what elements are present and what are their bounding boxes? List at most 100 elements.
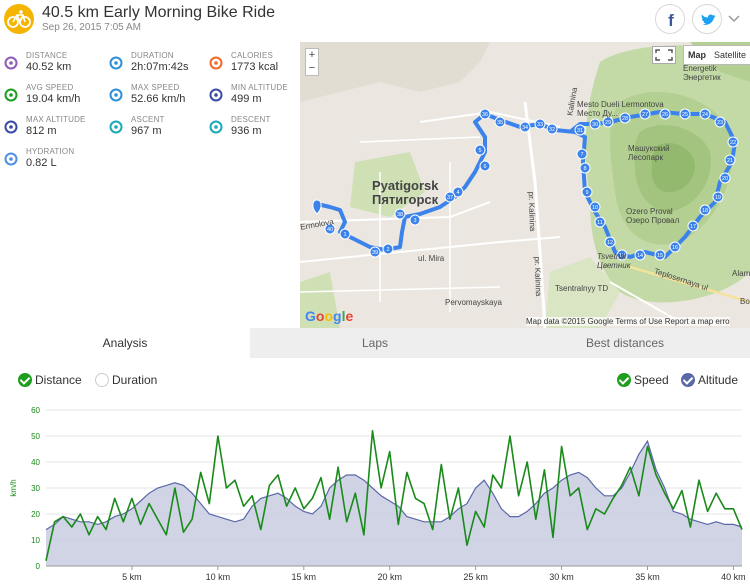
- descent-icon: [209, 120, 223, 134]
- stat-label: CALORIES: [231, 51, 274, 60]
- map-attribution[interactable]: Map data ©2015 Google Terms of Use Repor…: [526, 317, 730, 326]
- speed-altitude-chart[interactable]: 60 50 40 30 20 10 0 km/h 5 km 10 km 15 km 20 km 25 k…: [0, 398, 750, 586]
- water-drops-icon: [4, 152, 18, 166]
- city-name-en: Pyatigorsk: [372, 178, 439, 193]
- map-label-tsvetnik: Tsvetnik Цветник: [597, 252, 631, 270]
- route-waypoint-label: 33: [537, 122, 543, 128]
- x-tick-label: 25 km: [463, 572, 488, 582]
- route-waypoint-marker[interactable]: [382, 243, 394, 255]
- distance-toggle[interactable]: Distance: [18, 372, 82, 388]
- speed-line: [45, 430, 743, 561]
- route-waypoint-label: 1: [343, 232, 346, 238]
- route-waypoint-label: 39: [372, 250, 378, 256]
- stat-value: 2h:07m:42s: [131, 61, 189, 73]
- tab-analysis[interactable]: Analysis: [0, 328, 250, 358]
- route-waypoint-label: 18: [702, 208, 708, 214]
- route-waypoint-marker[interactable]: [639, 108, 651, 120]
- y-tick-label: 0: [36, 562, 41, 571]
- route-waypoint-marker[interactable]: [589, 118, 601, 130]
- route-waypoint-marker[interactable]: [724, 154, 736, 166]
- route-waypoint-marker[interactable]: [324, 223, 336, 235]
- route-waypoint-marker[interactable]: [574, 124, 586, 136]
- route-waypoint-label: 36: [482, 112, 488, 118]
- route-map[interactable]: 1 2 3 4 5 6 7 8 9 10 11 12 13 14 15 16 17 18 19 20 21 22 23 24 2…: [300, 42, 750, 328]
- stat-value: 936 m: [231, 125, 262, 137]
- route-waypoint-marker[interactable]: [546, 123, 558, 135]
- stat-value: 967 m: [131, 125, 162, 137]
- altitude-line: [45, 439, 743, 531]
- route-waypoint-label: 8: [583, 166, 586, 172]
- route-waypoint-label: 28: [622, 116, 628, 122]
- zoom-in-button[interactable]: +: [308, 49, 316, 61]
- route-waypoint-marker[interactable]: [444, 191, 456, 203]
- route-waypoint-marker[interactable]: [604, 236, 616, 248]
- route-waypoint-marker[interactable]: [589, 201, 601, 213]
- route-waypoint-marker[interactable]: [494, 116, 506, 128]
- speedometer-icon: [4, 88, 18, 102]
- route-waypoint-marker[interactable]: [659, 108, 671, 120]
- speed-toggle[interactable]: Speed: [617, 372, 669, 388]
- route-waypoint-marker[interactable]: [654, 249, 666, 261]
- route-waypoint-marker[interactable]: [619, 112, 631, 124]
- route-waypoint-marker[interactable]: [369, 246, 381, 258]
- route-waypoint-marker[interactable]: [687, 220, 699, 232]
- map-label-alama: Alama: [732, 269, 750, 278]
- mountain-icon: [209, 88, 223, 102]
- stat-duration: DURATION 2h:07m:42s: [105, 50, 205, 82]
- route-waypoint-marker[interactable]: [409, 214, 421, 226]
- route-waypoint-label: 27: [642, 112, 648, 118]
- route-waypoint-marker[interactable]: [594, 216, 606, 228]
- route-waypoint-marker[interactable]: [634, 249, 646, 261]
- route-waypoint-label: 15: [657, 253, 663, 259]
- route-waypoint-marker[interactable]: [699, 108, 711, 120]
- route-waypoint-label: 5: [478, 148, 481, 154]
- stat-distance: DISTANCE 40.52 km: [0, 50, 100, 82]
- route-waypoint-marker[interactable]: [519, 121, 531, 133]
- route-waypoint-marker[interactable]: [679, 108, 691, 120]
- map-label-mira: ul. Mira: [418, 254, 445, 263]
- fullscreen-button[interactable]: [652, 46, 676, 64]
- zoom-out-button[interactable]: −: [308, 62, 316, 74]
- y-tick-label: 40: [31, 458, 40, 467]
- route-waypoint-marker[interactable]: [339, 228, 351, 240]
- stat-value: 0.82 L: [26, 157, 57, 169]
- facebook-share-button[interactable]: f: [655, 4, 685, 34]
- map-type-satellite[interactable]: Satellite: [714, 50, 747, 60]
- check-icon: [681, 373, 695, 387]
- more-options-button[interactable]: [727, 12, 741, 26]
- analysis-chart[interactable]: 60 50 40 30 20 10 0 km/h 5 km 10 km 15 km 20 km 25 k…: [0, 398, 750, 586]
- stat-max-speed: MAX SPEED 52.66 km/h: [105, 82, 205, 114]
- altitude-toggle[interactable]: Altitude: [681, 372, 738, 388]
- route-waypoint-marker[interactable]: [719, 172, 731, 184]
- route-waypoint-marker[interactable]: [534, 118, 546, 130]
- route-waypoint-marker[interactable]: [474, 144, 486, 156]
- route-waypoint-marker[interactable]: [394, 208, 406, 220]
- route-waypoint-label: 21: [727, 158, 733, 164]
- route-waypoint-marker[interactable]: [479, 108, 491, 120]
- twitter-share-button[interactable]: [692, 4, 722, 34]
- route-waypoint-label: 22: [730, 140, 736, 146]
- duration-toggle[interactable]: Duration: [95, 372, 157, 388]
- route-waypoint-marker[interactable]: [616, 249, 628, 261]
- stat-label: MAX ALTITUDE: [26, 115, 86, 124]
- route-waypoint-marker[interactable]: [669, 241, 681, 253]
- tab-best-distances[interactable]: Best distances: [500, 328, 750, 358]
- route-waypoint-marker[interactable]: [699, 204, 711, 216]
- tab-laps[interactable]: Laps: [250, 328, 500, 358]
- route-waypoint-marker[interactable]: [576, 148, 588, 160]
- x-tick-label: 20 km: [377, 572, 402, 582]
- route-waypoint-marker[interactable]: [714, 116, 726, 128]
- city-name-ru: Пятигорск: [372, 192, 439, 207]
- route-waypoint-marker[interactable]: [452, 186, 464, 198]
- route-waypoint-marker[interactable]: [602, 116, 614, 128]
- route-waypoint-marker[interactable]: [579, 162, 591, 174]
- route-waypoint-label: 4: [456, 190, 459, 196]
- route-waypoint-marker[interactable]: [581, 186, 593, 198]
- map-type-map[interactable]: Map: [688, 50, 706, 60]
- stat-max-altitude: MAX ALTITUDE 812 m: [0, 114, 100, 146]
- route-waypoint-marker[interactable]: [712, 191, 724, 203]
- route-waypoint-marker[interactable]: [727, 136, 739, 148]
- route-waypoint-marker[interactable]: [479, 160, 491, 172]
- route-waypoint-label: 38: [397, 212, 403, 218]
